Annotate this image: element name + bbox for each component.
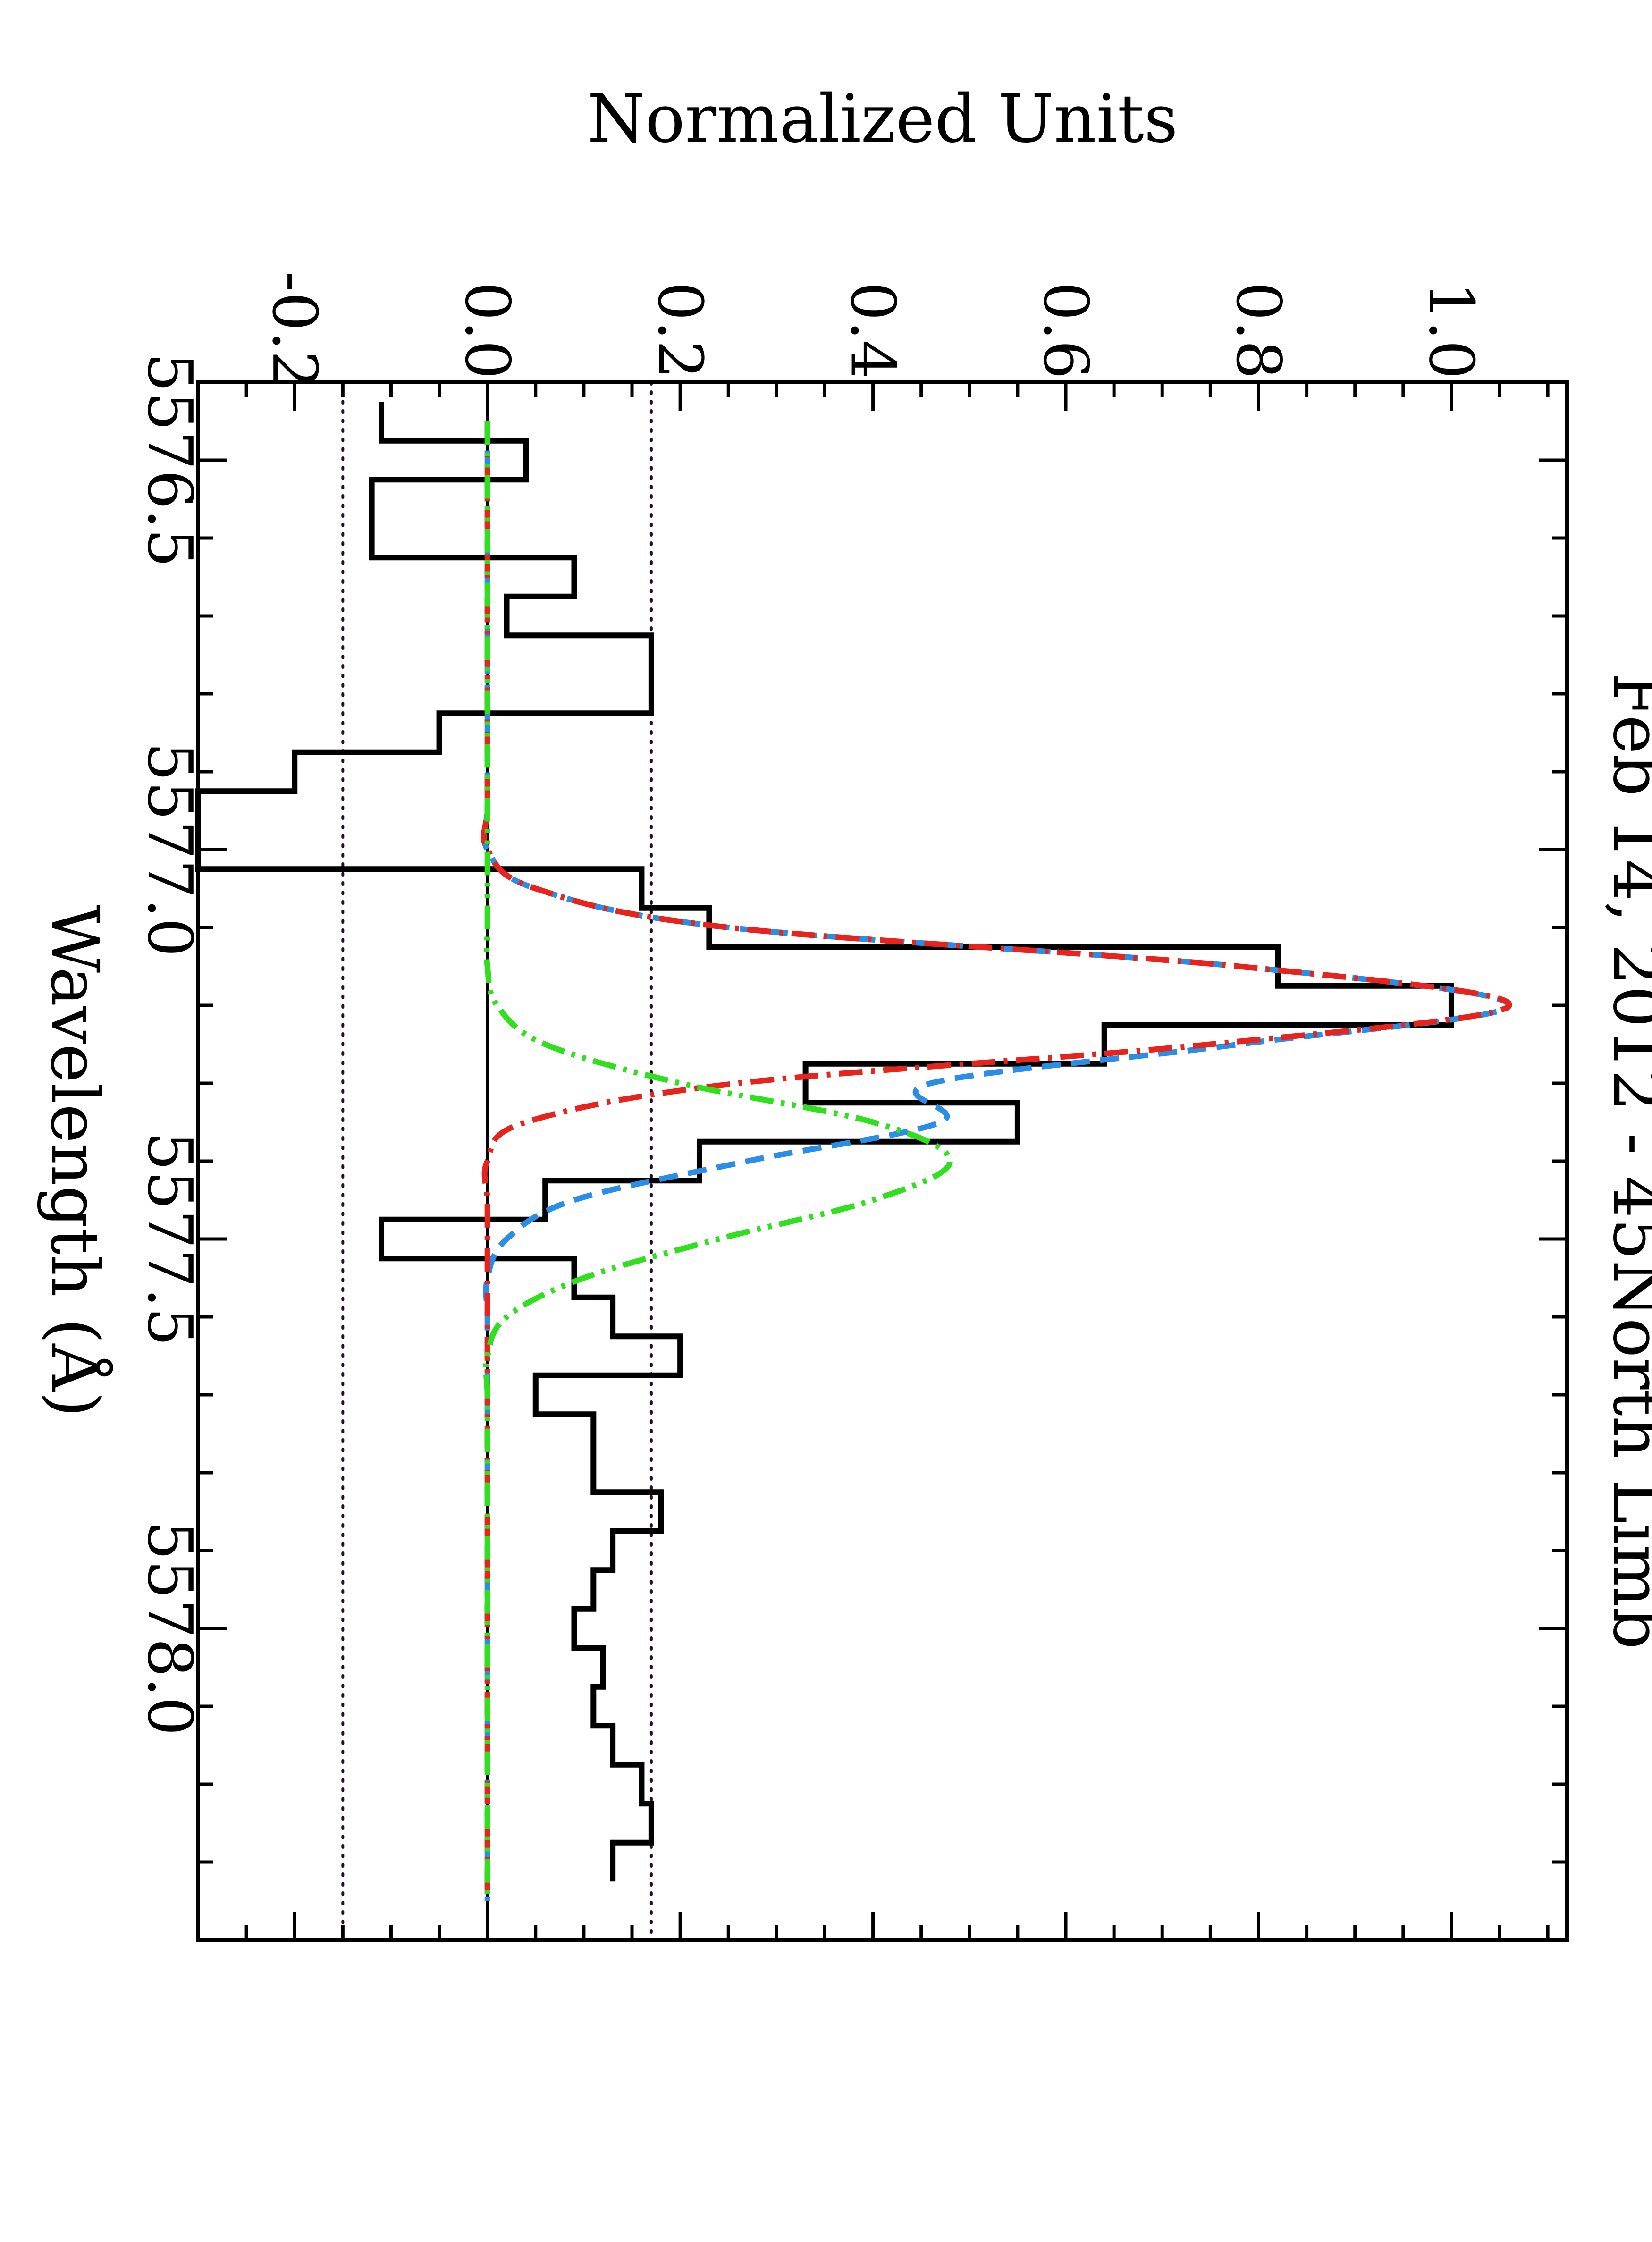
- tick-labels: 5576.5 5577.0 5577.5 5578.0 -0.2 0.0 0.2 0.4 0.6…: [134, 271, 1487, 1736]
- x-axis-label: Wavelength (Å): [36, 905, 114, 1417]
- axis-ticks: [196, 380, 1567, 1942]
- series-histogram: [195, 402, 1454, 1882]
- y-tick-label: 0.2: [644, 282, 716, 379]
- y-tick-label: 0.6: [1030, 282, 1102, 379]
- y-tick-label: 0.0: [452, 282, 523, 379]
- y-tick-label: 0.8: [1222, 282, 1294, 379]
- series-fit-3: [483, 421, 953, 1901]
- y-tick-label: 0.4: [837, 282, 909, 379]
- x-tick-label: 5577.5: [134, 1132, 206, 1347]
- x-tick-label: 5576.5: [134, 353, 206, 568]
- series-layer: [195, 402, 1512, 1901]
- y-tick-label: -0.2: [259, 271, 330, 390]
- x-tick-label: 5578.0: [134, 1521, 206, 1736]
- x-tick-label: 5577.0: [134, 742, 206, 957]
- plot-area: [195, 380, 1569, 1942]
- y-tick-label: 1.0: [1416, 282, 1487, 379]
- y-axis-label: Normalized Units: [587, 81, 1178, 158]
- chart-title: Feb 14, 2012 - 45North Limb: [1598, 673, 1652, 1649]
